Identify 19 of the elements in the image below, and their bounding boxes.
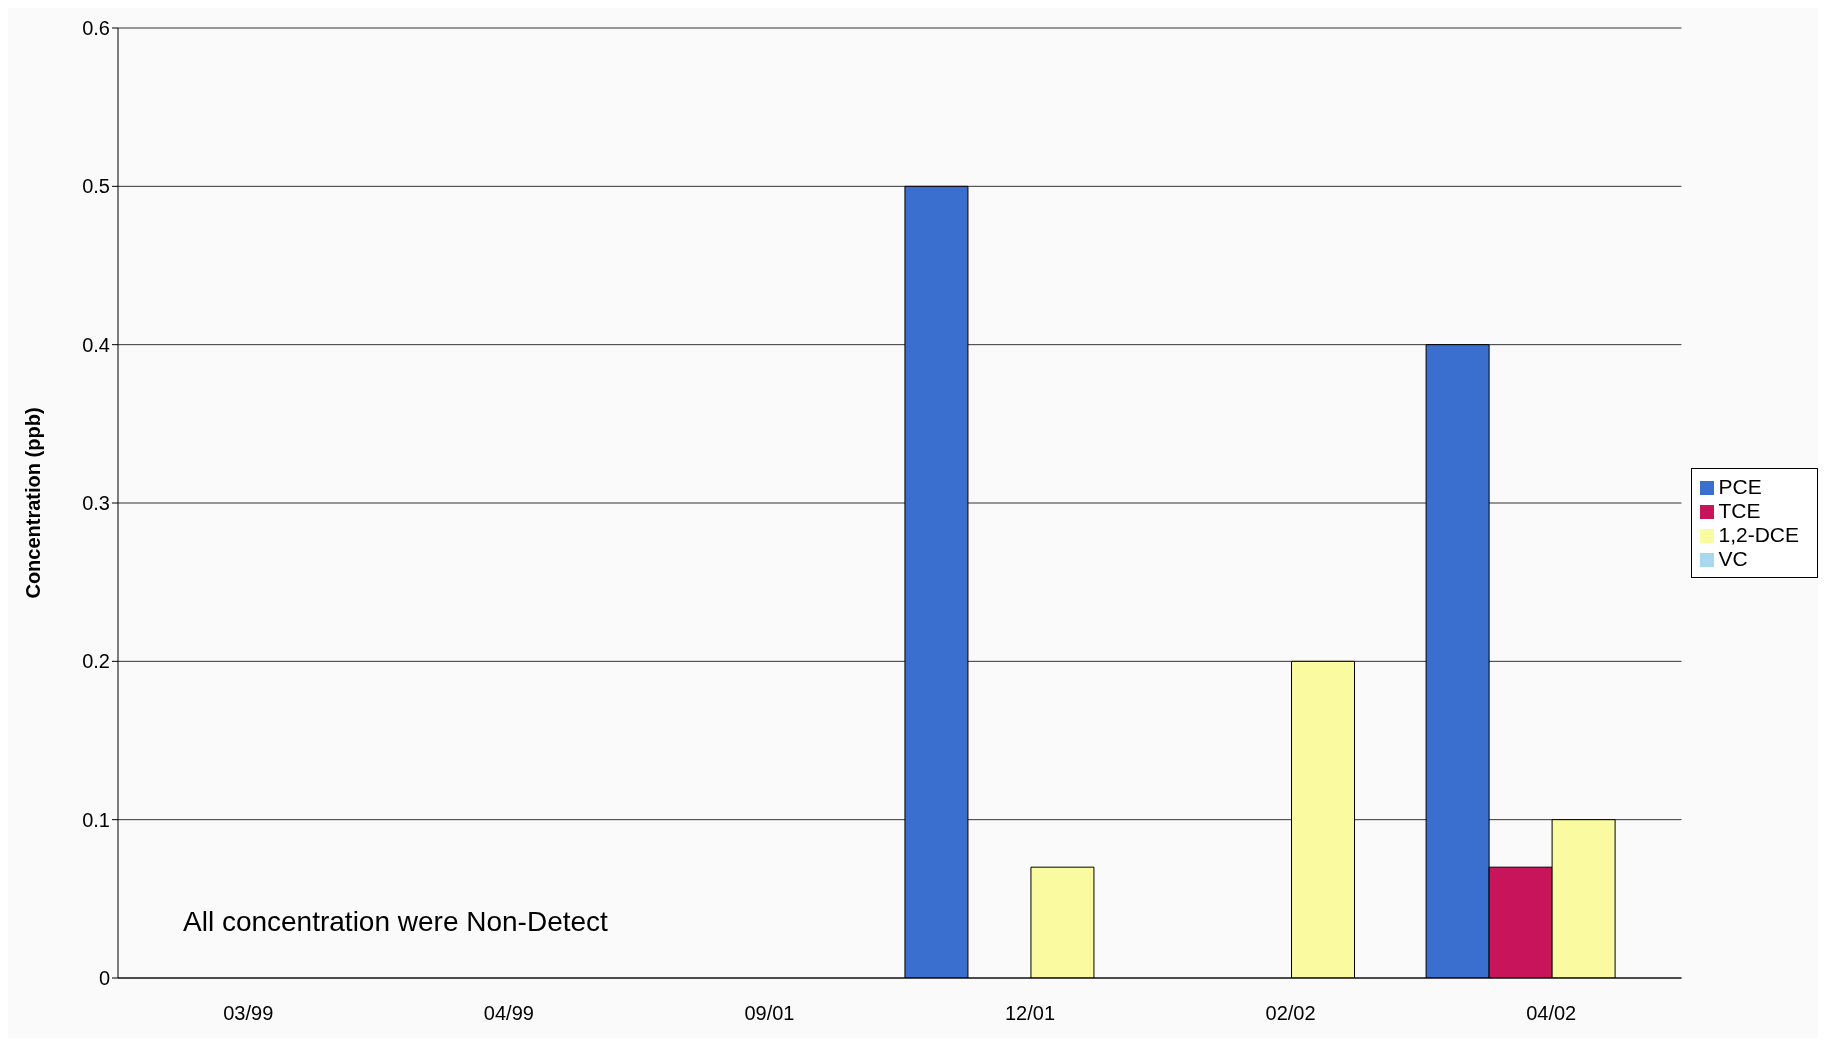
y-tick-label: 0.4 <box>82 333 110 356</box>
y-tick-label: 0.1 <box>82 808 110 831</box>
x-tick-label: 02/02 <box>1265 1002 1316 1025</box>
y-tick-label: 0.6 <box>82 17 110 40</box>
y-tick-label: 0.3 <box>82 492 110 515</box>
y-tick-label: 0.2 <box>82 650 110 673</box>
x-tick-label: 04/99 <box>483 1002 534 1025</box>
annotation: All concentration were Non-Detect <box>183 906 608 938</box>
legend-label: 1,2-DCE <box>1718 523 1799 546</box>
legend-label: TCE <box>1718 499 1761 522</box>
legend-label: VC <box>1718 547 1748 570</box>
x-tick-label: 04/02 <box>1526 1002 1577 1025</box>
x-tick-label: 12/01 <box>1004 1002 1056 1025</box>
x-tick-label: 09/01 <box>744 1002 795 1025</box>
y-tick-label: 0 <box>98 967 110 990</box>
x-tick-label: 03/99 <box>223 1002 274 1025</box>
y-tick-label: 0.5 <box>82 175 110 198</box>
y-axis-title: Concentration (ppb) <box>22 407 45 599</box>
legend-label: PCE <box>1718 475 1762 498</box>
